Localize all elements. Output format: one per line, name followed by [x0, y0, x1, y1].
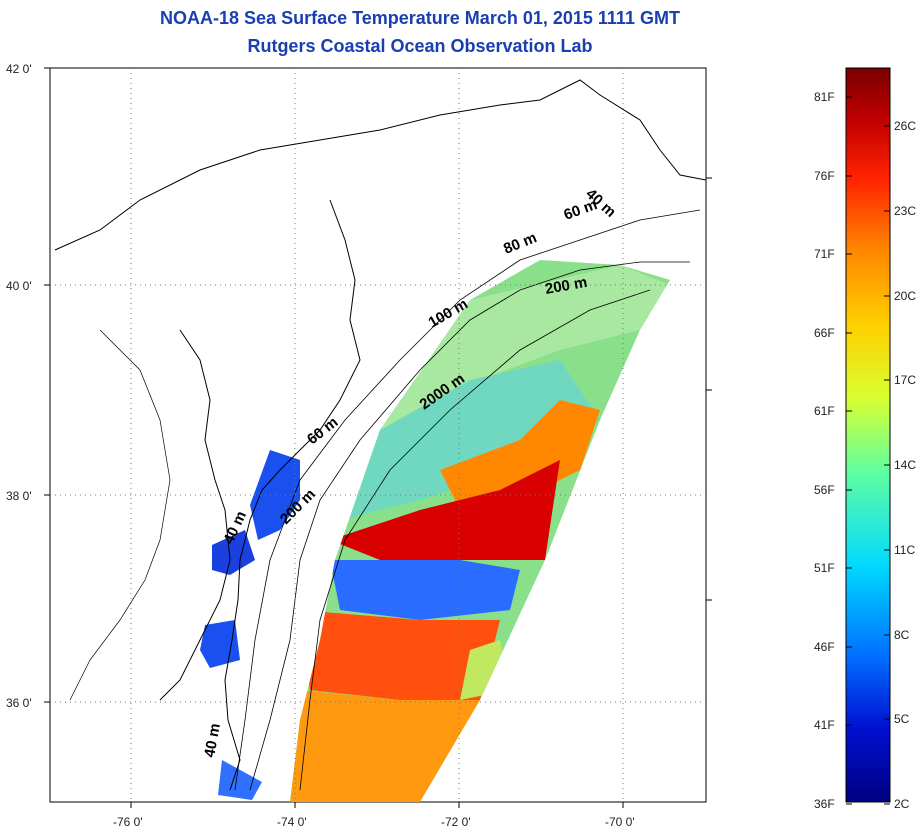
axis-ticks	[44, 67, 712, 808]
colorbar-c-label: 5C	[894, 712, 910, 726]
colorbar-c-label: 14C	[894, 458, 916, 472]
colorbar-c-label: 2C	[894, 797, 910, 811]
coastal-cold-patch	[218, 760, 262, 800]
lat-label: 40 0'	[6, 279, 32, 293]
colorbar-f-label: 71F	[814, 247, 835, 261]
coastline	[159, 329, 231, 701]
lat-label: 38 0'	[6, 489, 32, 503]
coastal-cold-patch	[200, 620, 240, 668]
colorbar-c-label: 23C	[894, 204, 916, 218]
colorbar-f-label: 81F	[814, 90, 835, 104]
lon-label: -70 0'	[605, 815, 635, 829]
colorbar-f-label: 56F	[814, 483, 835, 497]
colorbar-f-label: 46F	[814, 640, 835, 654]
lat-label: 36 0'	[6, 696, 32, 710]
colorbar-f-label: 36F	[814, 797, 835, 811]
colorbar-c-label: 20C	[894, 289, 916, 303]
coastline	[224, 199, 361, 791]
depth-label: 40 m	[201, 722, 224, 759]
coastline	[54, 79, 706, 251]
river-line	[69, 329, 171, 701]
contour-200m	[249, 261, 690, 791]
lon-label: -72 0'	[441, 815, 471, 829]
colorbar-f-label: 41F	[814, 718, 835, 732]
colorbar-f-label: 76F	[814, 169, 835, 183]
lon-label: -76 0'	[113, 815, 143, 829]
map-subtitle: Rutgers Coastal Ocean Observation Lab	[247, 36, 593, 56]
contour-60m	[234, 209, 701, 791]
colorbar-f-label: 66F	[814, 326, 835, 340]
contour-2000m	[299, 289, 651, 791]
map-title: NOAA-18 Sea Surface Temperature March 01…	[160, 8, 680, 28]
colorbar-c-label: 8C	[894, 628, 910, 642]
lon-label: -74 0'	[277, 815, 307, 829]
colorbar-f-label: 51F	[814, 561, 835, 575]
colorbar	[845, 67, 891, 803]
colorbar-c-label: 11C	[894, 543, 915, 557]
colorbar-c-label: 26C	[894, 119, 916, 133]
lat-label: 42 0'	[6, 62, 32, 76]
colorbar-c-label: 17C	[894, 373, 916, 387]
colorbar-f-label: 61F	[814, 404, 835, 418]
